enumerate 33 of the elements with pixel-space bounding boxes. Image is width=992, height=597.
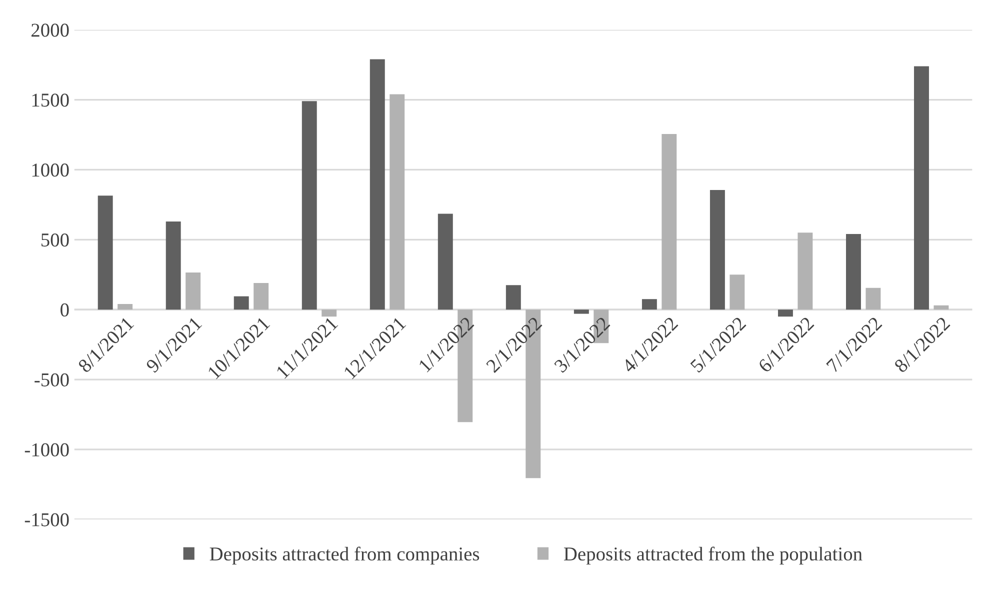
bar <box>866 288 881 310</box>
y-tick-label: 500 <box>42 233 69 247</box>
bar <box>914 66 929 310</box>
bar <box>254 283 269 310</box>
bar <box>778 310 793 317</box>
bar <box>166 221 181 310</box>
y-tick-label: -1500 <box>24 513 69 526</box>
legend-label: Deposits attracted from companies <box>210 546 480 565</box>
bar <box>662 134 677 310</box>
bar <box>730 274 745 310</box>
bar <box>118 304 133 310</box>
y-tick-label: -500 <box>34 373 69 386</box>
bar <box>642 299 657 310</box>
bar <box>322 310 337 317</box>
bar <box>574 310 589 314</box>
y-tick-label: -1000 <box>24 443 69 456</box>
bar <box>186 272 201 310</box>
y-tick-label: 0 <box>60 303 69 317</box>
bar <box>98 196 113 310</box>
bar <box>710 190 725 310</box>
bar <box>302 101 317 310</box>
bar <box>390 94 405 310</box>
bar <box>370 59 385 310</box>
bar <box>846 234 861 310</box>
y-tick-label: 1500 <box>32 94 69 107</box>
bar <box>798 232 813 310</box>
bar <box>234 296 249 310</box>
bar <box>438 214 453 310</box>
legend-label: Deposits attracted from the population <box>564 546 862 565</box>
y-tick-label: 2000 <box>32 24 69 37</box>
bar <box>506 285 521 310</box>
y-tick-label: 1000 <box>32 164 69 177</box>
bar <box>934 305 949 310</box>
